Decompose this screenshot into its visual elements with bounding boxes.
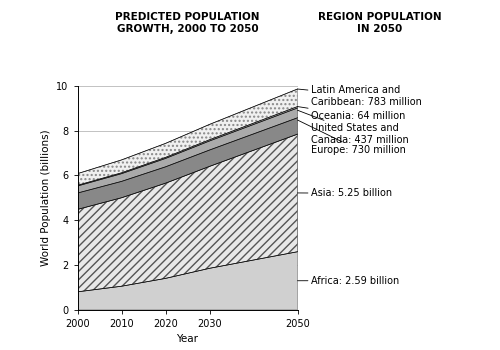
Text: REGION POPULATION
IN 2050: REGION POPULATION IN 2050 [318,12,442,34]
Text: Asia: 5.25 billion: Asia: 5.25 billion [298,188,392,198]
Text: Africa: 2.59 billion: Africa: 2.59 billion [298,276,399,286]
Y-axis label: World Population (billions): World Population (billions) [40,130,50,266]
Text: Oceania: 64 million: Oceania: 64 million [298,106,405,121]
X-axis label: Year: Year [176,334,199,344]
Text: United States and
Canada: 437 million: United States and Canada: 437 million [298,110,408,145]
Text: Latin America and
Caribbean: 783 million: Latin America and Caribbean: 783 million [298,85,422,107]
Text: Europe: 730 million: Europe: 730 million [298,120,406,155]
Text: PREDICTED POPULATION
GROWTH, 2000 TO 2050: PREDICTED POPULATION GROWTH, 2000 TO 205… [115,12,260,34]
